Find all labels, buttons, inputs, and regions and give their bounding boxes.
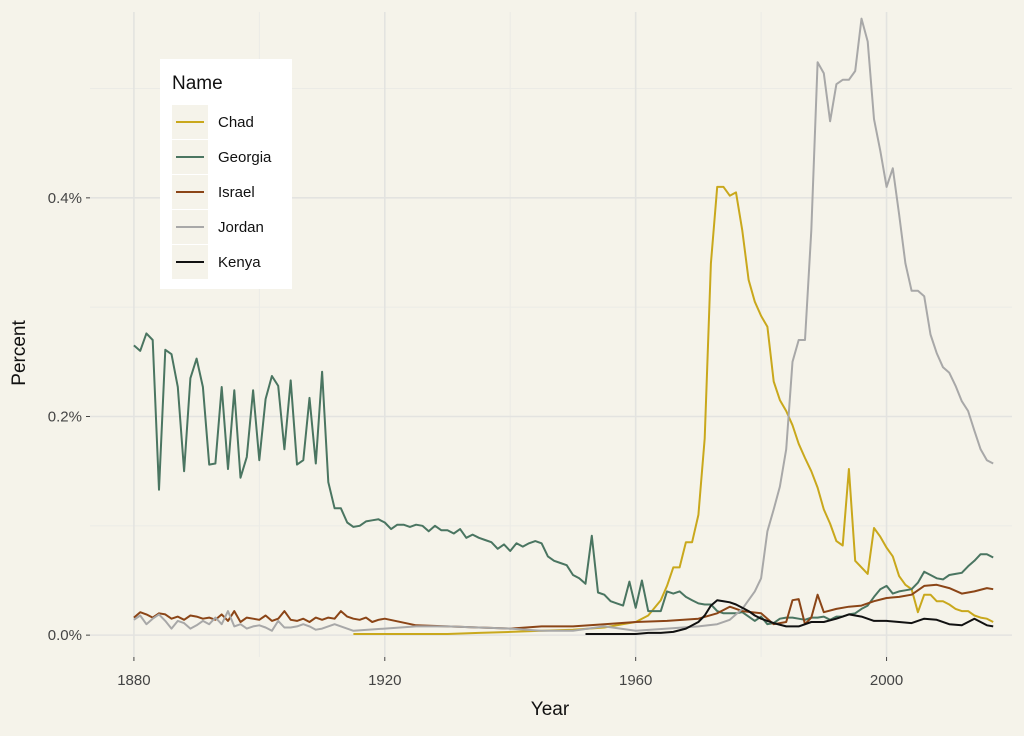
x-tick-label: 2000	[870, 672, 903, 689]
legend-label-kenya: Kenya	[218, 254, 261, 271]
legend-items: Chad Georgia Israel Jordan Kenya	[172, 105, 272, 279]
x-axis-title: Year	[531, 699, 570, 720]
series-line-jordan	[133, 17, 994, 632]
y-tick-label: 0.4%	[48, 190, 82, 207]
x-tick-label: 1880	[117, 672, 150, 689]
series-lines	[133, 17, 994, 635]
legend-label-chad: Chad	[218, 114, 254, 131]
y-tick-label: 0.0%	[48, 627, 82, 644]
legend-label-israel: Israel	[218, 184, 255, 201]
x-tick-label: 1960	[619, 672, 652, 689]
y-axis-title: Percent	[9, 320, 30, 386]
axes: 1880 1920 1960 2000 0.0% 0.2% 0.4%	[48, 190, 903, 689]
legend-label-jordan: Jordan	[218, 219, 264, 236]
legend-title: Name	[172, 73, 223, 94]
y-tick-label: 0.2%	[48, 408, 82, 425]
x-tick-label: 1920	[368, 672, 401, 689]
legend: Name Chad Georgia Israel Jordan Kenya	[160, 59, 292, 289]
legend-label-georgia: Georgia	[218, 149, 272, 166]
series-line-kenya	[585, 599, 994, 635]
gridlines	[90, 12, 1012, 657]
